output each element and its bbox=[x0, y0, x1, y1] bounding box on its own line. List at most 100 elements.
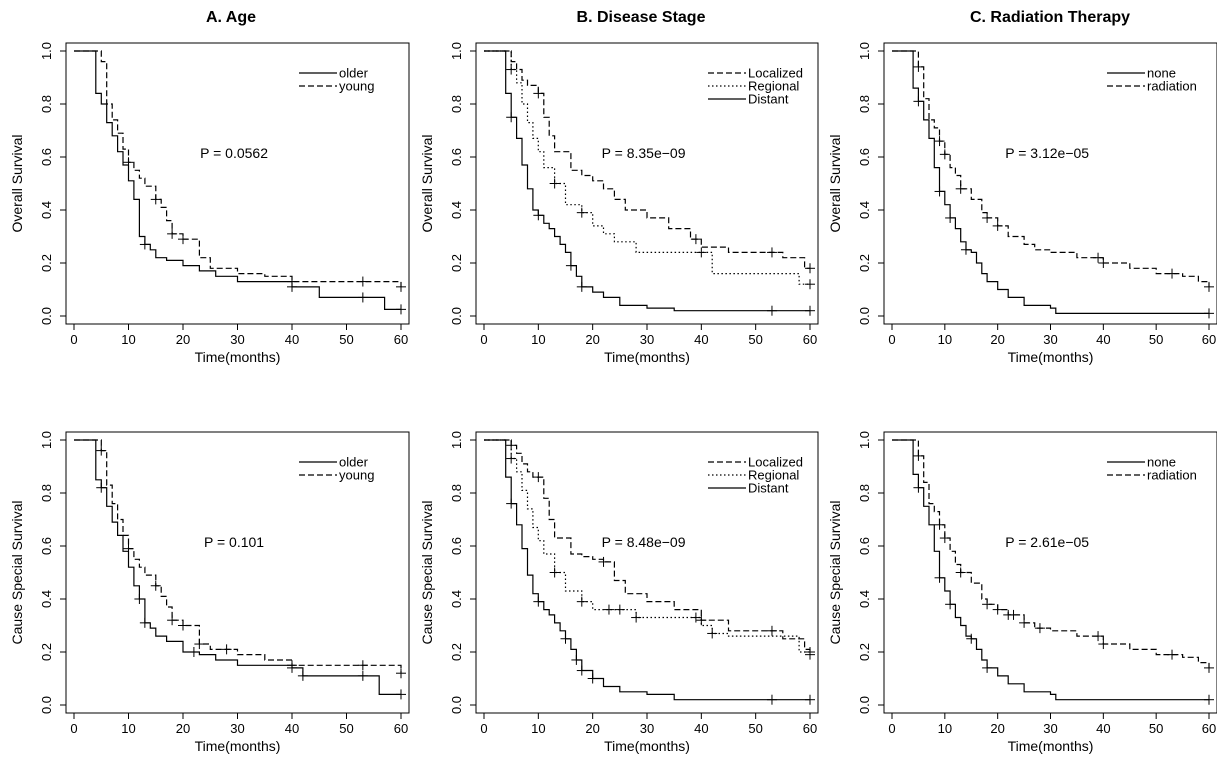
y-tick-label: 1.0 bbox=[39, 431, 54, 449]
x-tick-label: 10 bbox=[531, 332, 545, 347]
x-tick-label: 60 bbox=[803, 721, 817, 736]
legend-label-older: older bbox=[339, 66, 369, 81]
legend-label-regional: Regional bbox=[748, 79, 799, 94]
legend-label-localized: Localized bbox=[748, 66, 803, 81]
y-tick-label: 1.0 bbox=[449, 42, 464, 60]
y-tick-label: 1.0 bbox=[39, 42, 54, 60]
x-tick-label: 30 bbox=[230, 721, 244, 736]
x-tick-label: 40 bbox=[694, 721, 708, 736]
legend-label-localized: Localized bbox=[748, 455, 803, 470]
legend-label-regional: Regional bbox=[748, 468, 799, 483]
p-value-annotation: P = 0.101 bbox=[204, 534, 264, 550]
x-tick-label: 0 bbox=[70, 332, 77, 347]
y-tick-label: 0.6 bbox=[39, 537, 54, 555]
y-tick-label: 0.2 bbox=[449, 254, 464, 272]
survival-curve-none bbox=[892, 50, 1209, 314]
x-tick-label: 40 bbox=[694, 332, 708, 347]
x-axis-label: Time(months) bbox=[1008, 349, 1094, 365]
survival-curve-distant bbox=[484, 50, 810, 312]
y-tick-label: 0.0 bbox=[449, 696, 464, 714]
legend-label-none: none bbox=[1147, 455, 1176, 470]
y-tick-label: 0.2 bbox=[39, 643, 54, 661]
y-tick-label: 0.4 bbox=[449, 590, 464, 608]
legend-label-older: older bbox=[339, 455, 369, 470]
x-tick-label: 20 bbox=[176, 332, 190, 347]
y-tick-label: 0.0 bbox=[857, 696, 872, 714]
p-value-annotation: P = 8.48e−09 bbox=[602, 534, 686, 550]
y-tick-label: 1.0 bbox=[449, 431, 464, 449]
x-tick-label: 20 bbox=[990, 721, 1004, 736]
y-tick-label: 0.8 bbox=[39, 95, 54, 113]
survival-curve-none bbox=[892, 439, 1209, 701]
column-title-c: C. Radiation Therapy bbox=[970, 9, 1130, 26]
x-axis-label: Time(months) bbox=[1008, 738, 1094, 754]
legend-label-distant: Distant bbox=[748, 92, 789, 107]
x-tick-label: 30 bbox=[1043, 721, 1057, 736]
survival-curve-localized bbox=[484, 50, 810, 269]
y-axis-label: Overall Survival bbox=[827, 134, 843, 232]
p-value-annotation: P = 0.0562 bbox=[200, 145, 268, 161]
panel-A-overall: 0 10 20 30 40 50 60 0.0 0.2 0.4 0.6 0.8 1.0 Time(mont… bbox=[9, 42, 410, 365]
legend-label-none: none bbox=[1147, 66, 1176, 81]
survival-curve-regional bbox=[484, 439, 811, 655]
x-tick-label: 20 bbox=[585, 332, 599, 347]
column-title-a: A. Age bbox=[206, 9, 256, 26]
plot-area bbox=[74, 439, 406, 700]
y-tick-label: 0.6 bbox=[449, 537, 464, 555]
panels: 0 10 20 30 40 50 60 0.0 0.2 0.4 0.6 0.8 1.0 Time(mont… bbox=[9, 42, 1217, 754]
y-tick-label: 0.4 bbox=[449, 201, 464, 219]
legend-label-radiation: radiation bbox=[1147, 468, 1197, 483]
panel-B-cause: 0 10 20 30 40 50 60 0.0 0.2 0.4 0.6 0.8 1.0 Time(mont… bbox=[419, 431, 819, 754]
x-tick-label: 40 bbox=[285, 721, 299, 736]
x-tick-label: 60 bbox=[1202, 332, 1216, 347]
y-tick-label: 0.2 bbox=[857, 254, 872, 272]
x-axis-label: Time(months) bbox=[604, 738, 690, 754]
x-tick-label: 40 bbox=[285, 332, 299, 347]
x-tick-label: 50 bbox=[748, 721, 762, 736]
y-tick-label: 0.0 bbox=[857, 307, 872, 325]
x-tick-label: 30 bbox=[230, 332, 244, 347]
x-tick-label: 50 bbox=[1149, 721, 1163, 736]
x-tick-label: 0 bbox=[70, 721, 77, 736]
p-value-annotation: P = 8.35e−09 bbox=[602, 145, 686, 161]
x-tick-label: 40 bbox=[1096, 721, 1110, 736]
x-axis-label: Time(months) bbox=[195, 738, 281, 754]
y-axis-label: Cause Special Survival bbox=[827, 501, 843, 645]
plot-area bbox=[892, 50, 1214, 319]
x-tick-label: 0 bbox=[480, 721, 487, 736]
y-tick-label: 0.8 bbox=[449, 95, 464, 113]
legend-label-distant: Distant bbox=[748, 481, 789, 496]
y-tick-label: 0.4 bbox=[39, 201, 54, 219]
p-value-annotation: P = 3.12e−05 bbox=[1005, 145, 1089, 161]
y-tick-label: 0.6 bbox=[449, 148, 464, 166]
y-tick-label: 0.6 bbox=[857, 148, 872, 166]
p-value-annotation: P = 2.61e−05 bbox=[1005, 534, 1089, 550]
y-tick-label: 0.8 bbox=[857, 484, 872, 502]
y-tick-label: 0.0 bbox=[39, 696, 54, 714]
column-title-b: B. Disease Stage bbox=[577, 9, 706, 26]
y-tick-label: 1.0 bbox=[857, 431, 872, 449]
x-tick-label: 50 bbox=[339, 332, 353, 347]
y-tick-label: 0.8 bbox=[857, 95, 872, 113]
y-tick-label: 1.0 bbox=[857, 42, 872, 60]
survival-curve-radiation bbox=[892, 439, 1210, 668]
y-tick-label: 0.8 bbox=[39, 484, 54, 502]
x-tick-label: 50 bbox=[1149, 332, 1163, 347]
panel-B-overall: 0 10 20 30 40 50 60 0.0 0.2 0.4 0.6 0.8 1.0 Time(mont… bbox=[419, 42, 819, 365]
y-axis-label: Cause Special Survival bbox=[419, 501, 435, 645]
legend-label-young: young bbox=[339, 79, 374, 94]
y-tick-label: 0.4 bbox=[857, 201, 872, 219]
x-tick-label: 20 bbox=[176, 721, 190, 736]
y-axis-label: Overall Survival bbox=[419, 134, 435, 232]
x-tick-label: 50 bbox=[748, 332, 762, 347]
x-tick-label: 10 bbox=[531, 721, 545, 736]
x-tick-label: 20 bbox=[990, 332, 1004, 347]
plot-area bbox=[484, 439, 815, 705]
x-tick-label: 0 bbox=[480, 332, 487, 347]
x-tick-label: 10 bbox=[121, 721, 135, 736]
panel-C-cause: 0 10 20 30 40 50 60 0.0 0.2 0.4 0.6 0.8 1.0 Time(mont… bbox=[827, 431, 1217, 754]
x-tick-label: 60 bbox=[394, 332, 408, 347]
plot-area bbox=[484, 50, 815, 316]
x-tick-label: 20 bbox=[585, 721, 599, 736]
